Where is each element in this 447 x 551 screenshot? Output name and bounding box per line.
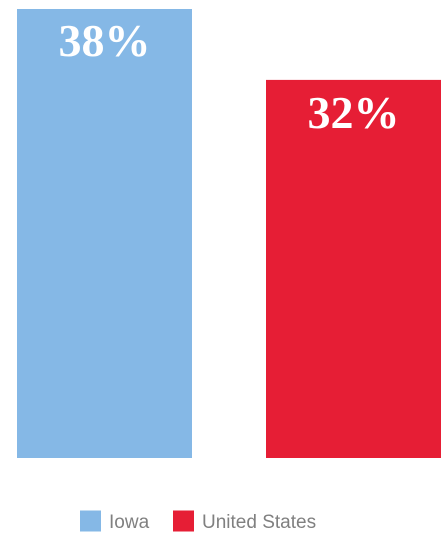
legend-swatch-united-states	[173, 510, 194, 532]
legend: Iowa United States	[80, 510, 316, 533]
legend-item-iowa: Iowa	[80, 510, 150, 533]
data-labels-layer: 38% 32%	[59, 15, 400, 138]
legend-label-iowa: Iowa	[109, 512, 150, 533]
bars-layer	[17, 9, 441, 458]
data-label-united-states: 32%	[308, 87, 400, 138]
bar-iowa	[17, 9, 192, 458]
legend-item-united-states: United States	[173, 510, 316, 533]
data-label-iowa: 38%	[59, 15, 151, 66]
legend-swatch-iowa	[80, 510, 101, 532]
legend-label-united-states: United States	[202, 512, 316, 533]
bar-united-states	[266, 79, 441, 458]
